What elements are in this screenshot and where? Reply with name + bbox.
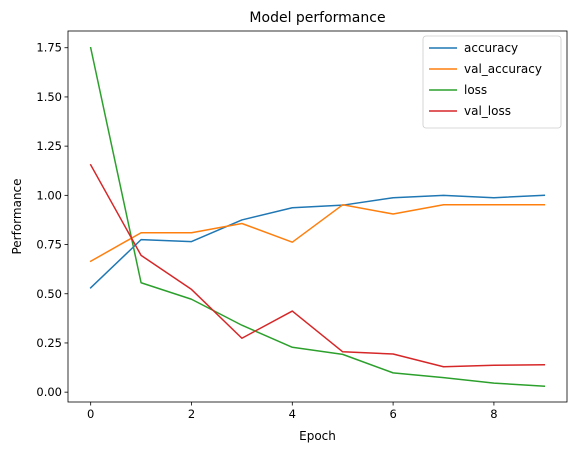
x-tick-label: 2: [188, 407, 195, 421]
y-tick-label: 0.75: [36, 238, 62, 252]
x-tick-label: 0: [87, 407, 94, 421]
y-tick-label: 1.25: [36, 139, 62, 153]
x-axis-label: Epoch: [299, 429, 336, 443]
series-line-val-loss: [89, 163, 546, 368]
y-tick-label: 0.00: [36, 385, 62, 399]
x-tick-label: 6: [389, 407, 396, 421]
y-axis-label: Performance: [10, 178, 24, 254]
y-tick-label: 0.25: [36, 336, 62, 350]
legend-box: [422, 35, 562, 129]
plot-area: [67, 30, 568, 403]
x-axis: 0 2 4 6 8: [87, 402, 498, 421]
x-tick-label: 8: [490, 407, 497, 421]
legend-label-val-accuracy: val_accuracy: [464, 62, 542, 76]
series-line-accuracy: [89, 194, 546, 289]
legend-label-accuracy: accuracy: [464, 41, 518, 55]
legend-label-val-loss: val_loss: [464, 104, 511, 118]
chart-title: Model performance: [249, 10, 385, 26]
y-tick-label: 1.75: [36, 41, 62, 55]
y-tick-label: 1.50: [36, 90, 62, 104]
axes-frame: [67, 30, 568, 403]
legend-label-loss: loss: [464, 83, 487, 97]
y-tick-label: 0.50: [36, 287, 62, 301]
y-axis: 0.00 0.25 0.50 0.75 1.00 1.25 1.50 1.75: [36, 41, 68, 399]
y-tick-label: 1.00: [36, 188, 62, 202]
x-tick-label: 4: [289, 407, 296, 421]
series-line-val-accuracy: [89, 204, 546, 263]
series-line-loss: [89, 46, 546, 388]
